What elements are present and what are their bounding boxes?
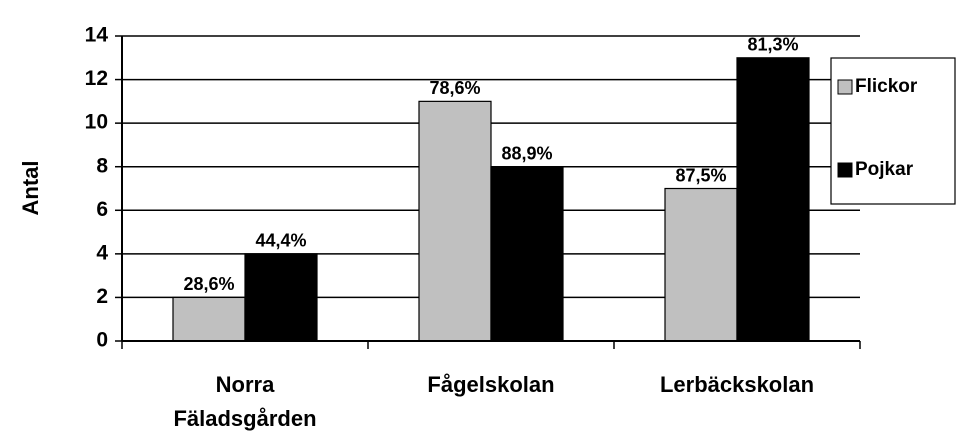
y-tick-label: 2 — [96, 285, 108, 308]
bar — [664, 187, 738, 342]
y-axis-label: Antal — [18, 161, 43, 216]
y-tick-label: 14 — [85, 24, 109, 47]
x-tick-label: Fågelskolan — [427, 372, 554, 397]
legend: Flickor Pojkar — [830, 57, 956, 205]
bar-annotation: 81,3% — [747, 35, 798, 55]
bar — [490, 166, 564, 342]
x-tick-label: Norra Fäladsgården — [173, 372, 316, 431]
legend-swatch — [837, 79, 853, 95]
y-tick-label: 0 — [96, 329, 108, 352]
bar-annotation: 78,6% — [429, 78, 480, 98]
bar — [172, 296, 246, 342]
y-tick-label: 6 — [96, 198, 108, 221]
y-tick-label: 4 — [96, 241, 108, 264]
bar-annotation: 28,6% — [183, 274, 234, 294]
bar — [418, 100, 492, 342]
bar-annotation: 87,5% — [675, 165, 726, 185]
y-tick-label: 12 — [85, 67, 108, 90]
x-tick-label: Lerbäckskolan — [660, 372, 814, 397]
legend-label: Pojkar — [855, 159, 914, 180]
y-tick-label: 8 — [96, 154, 108, 177]
bar — [736, 57, 810, 342]
legend-swatch — [837, 162, 853, 178]
legend-box — [830, 57, 956, 205]
bar — [244, 253, 318, 342]
legend-label: Flickor — [855, 76, 918, 97]
bar-annotation: 44,4% — [255, 231, 306, 251]
bar-annotation: 88,9% — [501, 143, 552, 163]
y-tick-label: 10 — [85, 111, 108, 134]
